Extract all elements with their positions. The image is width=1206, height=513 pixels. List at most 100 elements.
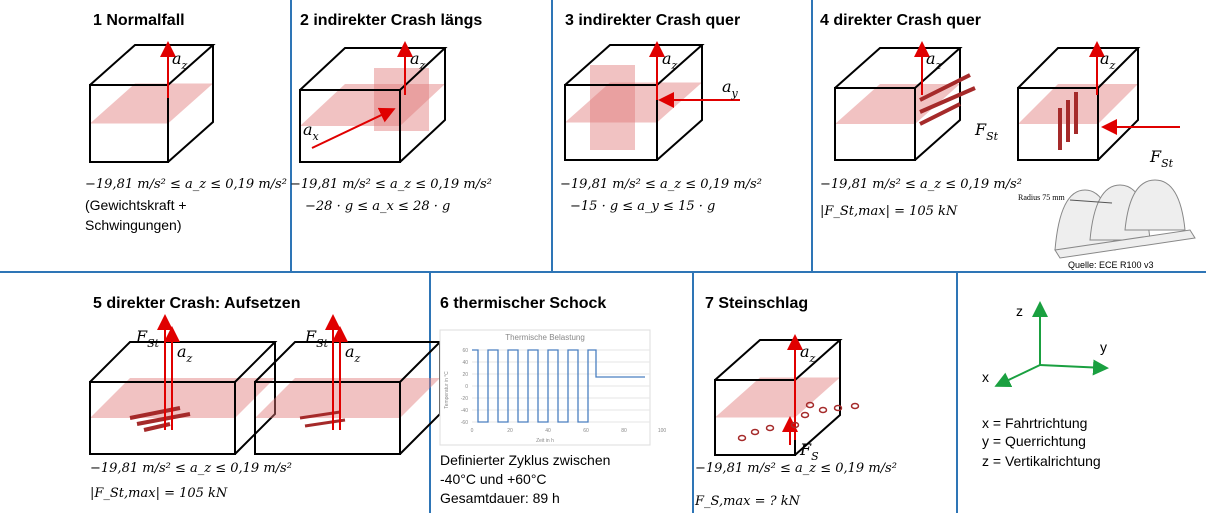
temperature-curve: [472, 349, 645, 423]
cell-title: 2 indirekter Crash längs: [300, 12, 482, 29]
text-line: −19,81 m/s² ≤ a_z ≤ 0,19 m/s²: [560, 177, 762, 192]
text-line: −19,81 m/s² ≤ a_z ≤ 0,19 m/s²: [85, 177, 287, 192]
label: az: [345, 342, 361, 365]
label: FSt: [304, 327, 329, 350]
box: [89, 341, 278, 455]
impact-stripe: [919, 86, 976, 114]
plane: [90, 83, 213, 124]
label-base: F: [974, 120, 987, 139]
label-sub: z: [186, 352, 193, 365]
cell-title: 3 indirekter Crash quer: [565, 12, 740, 29]
label: az: [926, 49, 942, 72]
y-tick-label: 20: [462, 372, 468, 378]
label-base: a: [172, 49, 182, 68]
text-line: z = Vertikalrichtung: [982, 453, 1101, 469]
label-sub: z: [809, 352, 816, 365]
impact-stripe: [143, 422, 171, 432]
stone: [790, 421, 800, 429]
y-tick-label: 60: [462, 348, 468, 354]
label-base: a: [410, 49, 420, 68]
impact-stripe: [919, 102, 961, 126]
text-line: Schwingungen): [85, 217, 182, 233]
chart-title: Thermische Belastung: [505, 333, 585, 342]
x-tick-label: 0: [471, 428, 474, 434]
label: az: [172, 49, 188, 72]
label: ay: [722, 77, 739, 100]
axis-arrow: [1039, 359, 1109, 376]
battery-profile-image: [1054, 179, 1196, 259]
y-tick-label: 40: [462, 360, 468, 366]
cell-title: 5 direkter Crash: Aufsetzen: [93, 295, 300, 312]
stone: [850, 402, 860, 410]
axis-name: x: [982, 369, 989, 385]
label: FSt: [1149, 147, 1174, 170]
image-source: Quelle: ECE R100 v3: [1068, 260, 1154, 270]
y-tick-label: -60: [461, 420, 468, 426]
label: FSt: [135, 327, 160, 350]
y-tick-label: -40: [461, 408, 468, 414]
stone: [833, 404, 843, 412]
text-line: y = Querrichtung: [982, 433, 1086, 449]
label: az: [410, 49, 426, 72]
label-sub: z: [1109, 59, 1116, 72]
text-line: |F_St,max| = 105 kN: [820, 204, 958, 219]
text-line: −19,81 m/s² ≤ a_z ≤ 0,19 m/s²: [90, 461, 292, 476]
label-sub: St: [147, 337, 160, 350]
label-base: F: [135, 327, 148, 346]
label-sub: z: [671, 59, 678, 72]
x-tick-label: 60: [583, 428, 589, 434]
text-line: Definierter Zyklus zwischen: [440, 452, 610, 468]
stone: [805, 401, 815, 409]
label-sub: S: [811, 450, 819, 463]
label-sub: z: [181, 59, 188, 72]
x-tick-label: 100: [658, 428, 667, 434]
label: FSt: [974, 120, 999, 143]
impact-stripe: [919, 73, 971, 102]
axis-name: y: [1100, 339, 1107, 355]
cell-title: 4 direkter Crash quer: [820, 12, 981, 29]
label-base: a: [177, 342, 187, 361]
label-sub: St: [1161, 157, 1174, 170]
label-base: F: [304, 327, 317, 346]
image-caption: Radius 75 mm: [1018, 193, 1065, 202]
text-line: −19,81 m/s² ≤ a_z ≤ 0,19 m/s²: [290, 177, 492, 192]
label: az: [662, 49, 678, 72]
plane: [565, 82, 702, 123]
axis-name: z: [1016, 303, 1023, 319]
label-base: a: [662, 49, 672, 68]
text-line: F_S,max = ? kN: [694, 494, 801, 509]
label-base: a: [303, 120, 313, 139]
cell-title: 7 Steinschlag: [705, 295, 808, 312]
label-base: F: [1149, 147, 1162, 166]
chart-xlabel: Zeit in h: [536, 438, 554, 444]
cell-title: 6 thermischer Schock: [440, 295, 606, 312]
thermal-chart: Thermische Belastung Temperatur in °C Ze…: [439, 329, 667, 446]
axis-arrow: [994, 364, 1041, 388]
x-tick-label: 20: [507, 428, 513, 434]
label: az: [800, 342, 816, 365]
y-tick-label: 0: [465, 384, 468, 390]
text-line: Gesamtdauer: 89 h: [440, 490, 560, 506]
label-base: a: [1100, 49, 1110, 68]
label: FS: [799, 440, 819, 463]
label-sub: St: [316, 337, 329, 350]
text-line: (Gewichtskraft +: [85, 197, 187, 213]
plane: [90, 378, 275, 418]
text-line: |F_St,max| = 105 kN: [90, 486, 228, 501]
label: az: [1100, 49, 1116, 72]
label: az: [177, 342, 193, 365]
y-tick-label: -20: [461, 396, 468, 402]
label-base: a: [722, 77, 732, 96]
impact-stripe: [1074, 92, 1078, 134]
stone: [800, 411, 810, 419]
stone: [765, 424, 775, 432]
stone: [750, 428, 760, 436]
text-line: −15 · g ≤ a_y ≤ 15 · g: [570, 199, 715, 214]
label-sub: x: [313, 130, 320, 143]
x-tick-label: 40: [545, 428, 551, 434]
plane: [715, 377, 840, 418]
impact-stripe: [136, 412, 191, 426]
label: ax: [303, 120, 320, 143]
text-line: -40°C und +60°C: [440, 471, 547, 487]
